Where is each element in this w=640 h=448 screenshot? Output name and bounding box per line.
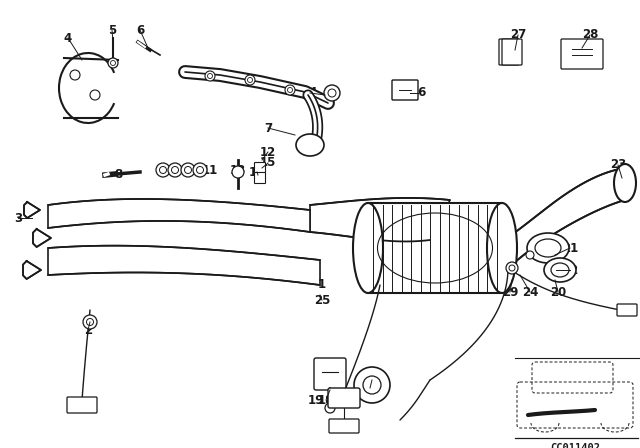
- Text: 12: 12: [260, 146, 276, 159]
- FancyBboxPatch shape: [255, 172, 266, 184]
- Text: 8: 8: [114, 168, 122, 181]
- Polygon shape: [514, 168, 625, 263]
- Text: 9: 9: [158, 164, 166, 177]
- Circle shape: [83, 315, 97, 329]
- Text: 4: 4: [64, 31, 72, 44]
- Text: 25: 25: [314, 293, 330, 306]
- Text: 13: 13: [230, 164, 246, 177]
- FancyBboxPatch shape: [314, 358, 346, 390]
- Ellipse shape: [535, 239, 561, 257]
- Circle shape: [90, 90, 100, 100]
- Circle shape: [354, 367, 390, 403]
- Circle shape: [181, 163, 195, 177]
- Text: 2: 2: [84, 323, 92, 336]
- FancyBboxPatch shape: [502, 39, 522, 65]
- Text: 10: 10: [182, 164, 198, 177]
- Circle shape: [506, 262, 518, 274]
- Ellipse shape: [527, 233, 569, 263]
- Text: 5: 5: [108, 23, 116, 36]
- Circle shape: [245, 75, 255, 85]
- Text: 18: 18: [318, 393, 334, 406]
- Bar: [368, 203, 503, 293]
- FancyBboxPatch shape: [329, 419, 359, 433]
- Polygon shape: [48, 199, 310, 232]
- Text: 24: 24: [522, 285, 538, 298]
- Ellipse shape: [487, 203, 517, 293]
- Circle shape: [325, 403, 335, 413]
- Polygon shape: [23, 261, 41, 279]
- Text: 16: 16: [249, 165, 265, 178]
- Circle shape: [232, 166, 244, 178]
- Polygon shape: [48, 246, 320, 285]
- Text: 9: 9: [171, 164, 179, 177]
- Polygon shape: [310, 198, 450, 241]
- Polygon shape: [33, 229, 51, 247]
- FancyBboxPatch shape: [617, 304, 637, 316]
- Ellipse shape: [614, 164, 636, 202]
- Text: CC011402: CC011402: [550, 443, 600, 448]
- Text: 15: 15: [260, 156, 276, 169]
- Circle shape: [108, 58, 118, 68]
- FancyBboxPatch shape: [67, 397, 97, 413]
- Circle shape: [193, 163, 207, 177]
- Circle shape: [526, 251, 534, 259]
- FancyBboxPatch shape: [328, 388, 360, 408]
- Circle shape: [70, 70, 80, 80]
- Text: 11: 11: [202, 164, 218, 177]
- FancyBboxPatch shape: [255, 163, 266, 173]
- Text: 29: 29: [502, 285, 518, 298]
- Text: 27: 27: [510, 29, 526, 42]
- Text: 7: 7: [264, 121, 272, 134]
- Ellipse shape: [544, 258, 576, 282]
- Circle shape: [156, 163, 170, 177]
- Text: 20: 20: [550, 285, 566, 298]
- FancyBboxPatch shape: [392, 80, 418, 100]
- FancyBboxPatch shape: [561, 39, 603, 69]
- Text: 1: 1: [318, 279, 326, 292]
- Circle shape: [363, 376, 381, 394]
- Text: 3: 3: [14, 211, 22, 224]
- Circle shape: [168, 163, 182, 177]
- Text: 6: 6: [136, 23, 144, 36]
- Text: 17: 17: [362, 382, 378, 395]
- Text: 22: 22: [562, 263, 578, 276]
- Text: 28: 28: [582, 29, 598, 42]
- Ellipse shape: [551, 263, 569, 277]
- Ellipse shape: [353, 203, 383, 293]
- Text: 14: 14: [302, 86, 318, 99]
- Circle shape: [324, 85, 340, 101]
- Text: 21: 21: [562, 241, 578, 254]
- Ellipse shape: [296, 134, 324, 156]
- Text: 26: 26: [410, 86, 426, 99]
- FancyBboxPatch shape: [499, 39, 519, 65]
- Circle shape: [205, 71, 215, 81]
- Circle shape: [285, 85, 295, 95]
- Text: 19: 19: [308, 393, 324, 406]
- Polygon shape: [24, 202, 40, 218]
- Text: 23: 23: [610, 159, 626, 172]
